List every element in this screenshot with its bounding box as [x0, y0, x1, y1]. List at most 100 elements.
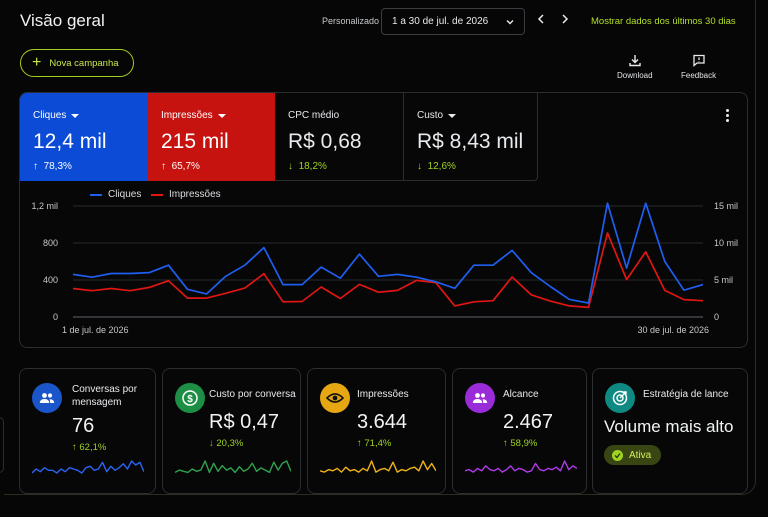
dollar-icon: $ — [175, 383, 205, 413]
arrow-up-icon: ↑ — [161, 161, 166, 172]
sparkline-path — [175, 460, 291, 474]
right-axis-tick-label: 5 mil — [714, 275, 733, 285]
card-cost-per-conversation[interactable]: $ Custo por conversa R$ 0,47 ↓ 20,3% — [162, 368, 301, 494]
metric-clicks-change-row: ↑ 78,3% — [33, 161, 135, 172]
chevron-left-icon — [537, 14, 544, 24]
legend-swatch — [90, 193, 102, 196]
arrow-up-icon: ↑ — [503, 438, 508, 449]
feedback-button[interactable]: Feedback — [681, 54, 716, 80]
arrow-down-icon: ↓ — [288, 161, 293, 172]
chevron-down-icon — [506, 20, 514, 25]
feedback-label: Feedback — [681, 71, 717, 80]
more-options-icon[interactable] — [726, 109, 729, 122]
card-conversations-label: Conversas por mensagem — [72, 383, 137, 409]
card-reach-sparkline — [465, 460, 577, 473]
card-reach-change: 58,9% — [510, 438, 538, 449]
card-conversations-label-line2: mensagem — [72, 397, 122, 408]
metric-cost-label-row: Custo — [417, 110, 524, 121]
card-bid-strategy[interactable]: Estratégia de lance Volume mais alto Ati… — [592, 368, 748, 494]
target-icon — [605, 383, 635, 413]
metric-clicks-label: Cliques — [33, 110, 67, 121]
metric-clicks[interactable]: Cliques 12,4 mil ↑ 78,3% — [20, 93, 148, 181]
legend-clicks: Cliques — [90, 189, 141, 200]
page-frame — [4, 0, 756, 495]
arrow-down-icon: ↓ — [209, 438, 214, 449]
new-campaign-label: Nova campanha — [49, 57, 119, 69]
right-axis-tick-label: 10 mil — [714, 238, 738, 248]
metric-impressions-label-row: Impressões — [161, 110, 262, 121]
metric-cost-change-row: ↓ 12,6% — [417, 161, 524, 172]
metric-avg-cpc-value: R$ 0,68 — [288, 130, 362, 153]
next-period-arrow[interactable] — [560, 13, 570, 27]
metric-impressions-change-row: ↑ 65,7% — [161, 161, 262, 172]
metric-clicks-value: 12,4 mil — [33, 130, 107, 153]
left-axis-tick-label: 800 — [43, 238, 58, 248]
check-icon — [612, 449, 623, 461]
status-badge-label: Ativa — [629, 449, 652, 461]
card-reach-value: 2.467 — [503, 411, 554, 433]
card-conversations[interactable]: Conversas por mensagem 76 ↑ 62,1% — [19, 368, 156, 494]
feedback-icon — [692, 54, 705, 67]
metric-cost-value: R$ 8,43 mil — [417, 130, 524, 153]
sparkline-path — [32, 460, 144, 474]
legend-swatch — [151, 193, 163, 196]
metric-clicks-label-row: Cliques — [33, 110, 135, 121]
card-impressions-change-row: ↑ 71,4% — [357, 438, 391, 449]
download-label: Download — [617, 71, 653, 80]
card-reach-change-row: ↑ 58,9% — [503, 438, 537, 449]
date-range-select[interactable]: 1 a 30 de jul. de 2026 — [381, 8, 525, 35]
previous-period-arrow[interactable] — [536, 13, 546, 27]
card-cost-per-conversation-sparkline — [175, 460, 291, 474]
arrow-up-icon: ↑ — [357, 438, 362, 449]
legend-impressions: Impressões — [151, 189, 221, 200]
x-axis-end-label: 30 de jul. de 2026 — [637, 325, 709, 335]
chevron-right-icon — [562, 14, 569, 24]
card-impressions-label: Impressões — [357, 389, 409, 400]
x-axis-start-label: 1 de jul. de 2026 — [62, 325, 129, 335]
metric-avg-cpc[interactable]: CPC médio R$ 0,68 ↓ 18,2% — [275, 93, 404, 181]
side-panel-edge — [0, 417, 4, 473]
card-bid-strategy-label: Estratégia de lance — [643, 389, 729, 400]
metric-cost[interactable]: Custo R$ 8,43 mil ↓ 12,6% — [404, 93, 538, 181]
caret-down-icon — [217, 113, 226, 118]
sparkline-path — [465, 460, 577, 473]
arrow-up-icon: ↑ — [33, 161, 38, 172]
metric-impressions[interactable]: Impressões 215 mil ↑ 65,7% — [148, 93, 275, 181]
card-cost-per-conversation-change: 20,3% — [216, 438, 244, 449]
arrow-down-icon: ↓ — [417, 161, 422, 172]
legend-label: Impressões — [169, 189, 221, 200]
date-range-value: 1 a 30 de jul. de 2026 — [392, 16, 489, 27]
card-impressions-change: 71,4% — [364, 438, 392, 449]
metric-avg-cpc-label: CPC médio — [288, 110, 340, 121]
plus-icon: + — [32, 54, 42, 71]
left-axis-tick-label: 0 — [53, 312, 58, 322]
series-line-impressões — [72, 232, 704, 309]
performance-line-chart: 0 0 400 5 mil 800 10 mil 1,2 mil 15 mil 1 de jul… — [31, 201, 738, 335]
new-campaign-button[interactable]: + Nova campanha — [20, 49, 134, 77]
left-axis-tick-label: 1,2 mil — [31, 201, 58, 211]
card-cost-per-conversation-label: Custo por conversa — [209, 389, 296, 400]
card-impressions[interactable]: Impressões 3.644 ↑ 71,4% — [307, 368, 446, 494]
show-last-30-days-link[interactable]: Mostrar dados dos últimos 30 dias — [591, 16, 736, 27]
card-reach[interactable]: Alcance 2.467 ↑ 58,9% — [452, 368, 587, 494]
download-button[interactable]: Download — [617, 54, 653, 80]
card-impressions-value: 3.644 — [357, 411, 408, 433]
download-icon — [629, 55, 641, 67]
metric-cost-change: 12,6% — [427, 161, 456, 172]
card-conversations-sparkline — [32, 460, 144, 474]
metric-impressions-value: 215 mil — [161, 130, 229, 153]
metric-cost-label: Custo — [417, 110, 444, 121]
caret-down-icon — [448, 113, 457, 118]
status-badge: Ativa — [604, 445, 662, 465]
sparkline-path — [320, 460, 436, 473]
period-label: Personalizado — [322, 16, 380, 26]
metric-impressions-change: 65,7% — [171, 161, 200, 172]
metric-clicks-change: 78,3% — [43, 161, 72, 172]
card-conversations-change-row: ↑ 62,1% — [72, 442, 106, 453]
metric-avg-cpc-label-row: CPC médio — [288, 110, 390, 121]
right-axis-tick-label: 0 — [714, 312, 719, 322]
card-cost-per-conversation-value: R$ 0,47 — [209, 411, 280, 433]
card-reach-label: Alcance — [503, 389, 539, 400]
metric-avg-cpc-change: 18,2% — [298, 161, 327, 172]
arrow-up-icon: ↑ — [72, 442, 77, 453]
